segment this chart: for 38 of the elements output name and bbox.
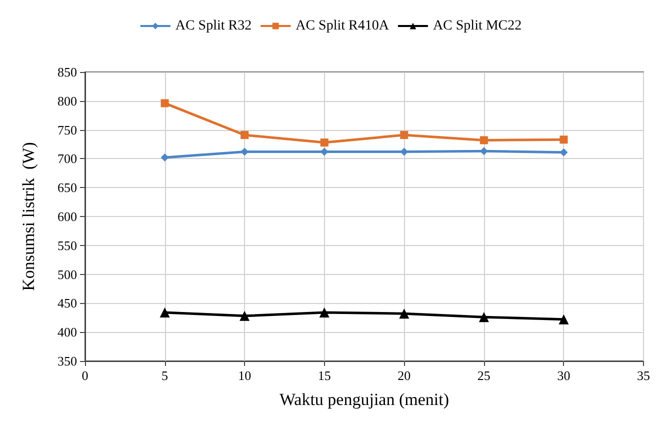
y-tick-label: 350 [58, 354, 77, 368]
point [160, 307, 170, 318]
x-tick-label: 0 [82, 368, 88, 383]
x-tick-label: 15 [318, 368, 331, 383]
point [160, 154, 169, 162]
y-tick-label: 450 [58, 296, 77, 311]
y-tick-label: 600 [58, 209, 77, 224]
x-axis-title: Waktu pengujian (menit) [279, 390, 450, 409]
y-tick-label: 750 [58, 122, 77, 138]
x-tick-label: 5 [162, 368, 168, 383]
y-tick-label: 700 [58, 151, 77, 166]
x-tick-label: 25 [477, 368, 490, 383]
point [399, 308, 410, 319]
point [400, 131, 408, 139]
point [480, 136, 488, 144]
point [558, 314, 569, 324]
point [160, 99, 169, 108]
legend-label: AC Split MC22 [432, 18, 522, 34]
y-axis-title: Konsumsi listrik (W) [19, 142, 38, 291]
point [319, 307, 330, 318]
y-tick-label: 650 [58, 180, 77, 196]
x-tick-label: 35 [637, 368, 650, 383]
point [320, 138, 328, 147]
y-tick-label: 500 [58, 266, 77, 282]
y-tick-label: 850 [58, 64, 77, 80]
point [240, 131, 249, 139]
point [478, 312, 489, 322]
x-tick-label: 30 [557, 368, 570, 383]
point [240, 310, 250, 321]
y-tick-label: 400 [58, 324, 77, 340]
legend-label: AC Split R410A [296, 18, 390, 34]
x-tick-label: 10 [238, 368, 252, 383]
x-tick-label: 20 [398, 368, 411, 383]
point [560, 136, 568, 144]
y-tick-label: 550 [58, 238, 77, 253]
y-tick-label: 800 [58, 93, 77, 108]
legend-label: AC Split R32 [175, 18, 252, 34]
point [560, 148, 568, 156]
